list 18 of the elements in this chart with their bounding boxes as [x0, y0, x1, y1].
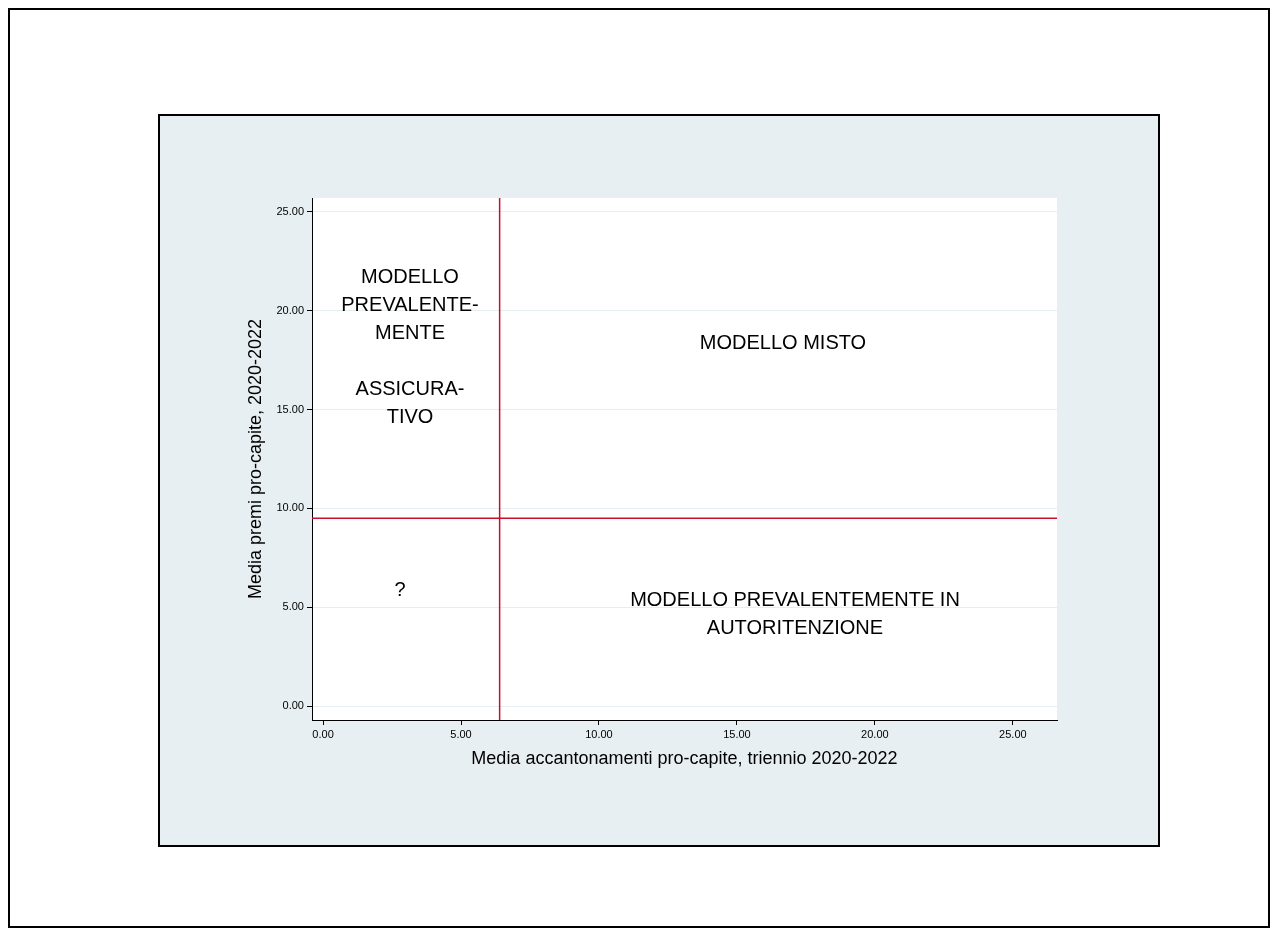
text: MODELLO PREVALENTE- MENTE ASSICURA- TIVO [341, 265, 479, 427]
x-tick-label: 20.00 [861, 727, 889, 740]
y-tick-label: 25.00 [276, 204, 304, 217]
x-axis-title: Media accantonamenti pro-capite, triennio 2020-2022 [471, 748, 898, 769]
y-tick-label: 10.00 [276, 501, 304, 514]
y-tick-label: 5.00 [282, 600, 304, 613]
y-tick-label: 20.00 [276, 303, 304, 316]
x-tick-label: 10.00 [585, 727, 613, 740]
y-tick-label: 15.00 [276, 402, 304, 415]
annotation: MODELLO MISTO [699, 330, 867, 355]
x-tick-label: 0.00 [312, 727, 334, 740]
y-axis-title: Media premi pro-capite, 2020-2022 [244, 318, 265, 600]
annotation: MODELLO PREVALENTEMENTE IN AUTORITENZIONE [630, 587, 960, 640]
y-tick-label: 0.00 [282, 699, 304, 712]
annotation: ? [394, 577, 406, 602]
x-tick-label: 25.00 [999, 727, 1027, 740]
x-tick-label: 15.00 [723, 727, 751, 740]
x-tick-label: 5.00 [450, 727, 472, 740]
